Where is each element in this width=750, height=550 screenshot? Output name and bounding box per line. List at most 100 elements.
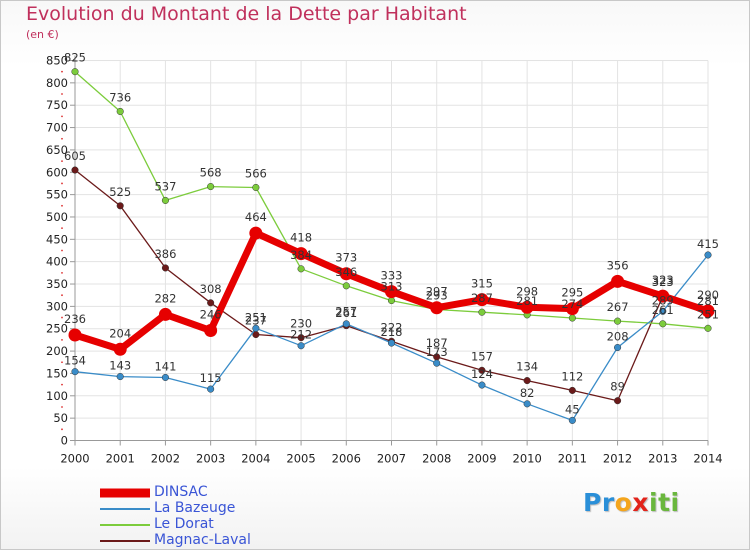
data-label-dinsac: 298	[516, 284, 538, 298]
y-tick-label: 650	[46, 143, 68, 157]
data-point-la-bazeuge	[207, 385, 215, 393]
y-tick-label: 600	[46, 165, 68, 179]
data-point-magnac-laval	[568, 386, 576, 394]
data-label-le-dorat: 251	[697, 307, 719, 321]
data-label-la-bazeuge: 124	[471, 367, 493, 381]
data-label-le-dorat: 825	[64, 51, 86, 65]
x-tick-label: 2004	[241, 452, 270, 466]
y-axis-marker	[61, 93, 63, 95]
y-tick-label: 450	[46, 232, 68, 246]
data-label-la-bazeuge: 82	[520, 386, 535, 400]
data-label-magnac-laval: 230	[290, 317, 312, 331]
data-point-dinsac	[565, 302, 579, 316]
data-label-le-dorat: 384	[290, 248, 312, 262]
data-label-le-dorat: 281	[516, 294, 538, 308]
data-label-magnac-laval: 323	[652, 275, 674, 289]
data-point-le-dorat	[704, 324, 712, 332]
data-point-magnac-laval	[297, 334, 305, 342]
data-point-la-bazeuge	[478, 381, 486, 389]
logo-letter: i	[670, 488, 680, 517]
data-label-magnac-laval: 386	[154, 247, 176, 261]
data-point-dinsac	[701, 304, 715, 318]
logo-letter: o	[614, 488, 633, 517]
data-label-dinsac: 464	[245, 210, 267, 224]
data-point-magnac-laval	[71, 166, 79, 174]
data-label-la-bazeuge: 212	[290, 328, 312, 342]
y-axis-marker	[61, 249, 63, 252]
data-point-la-bazeuge	[704, 251, 712, 259]
y-axis-marker	[61, 383, 63, 386]
x-tick-label: 2006	[332, 452, 361, 466]
data-label-dinsac: 204	[109, 326, 131, 340]
y-tick-label: 500	[46, 210, 68, 224]
data-label-dinsac: 290	[697, 288, 719, 302]
y-tick-label: 850	[46, 54, 68, 68]
data-label-la-bazeuge: 289	[652, 293, 674, 307]
data-label-dinsac: 323	[652, 273, 674, 287]
legend-label: Magnac-Laval	[154, 532, 251, 548]
data-point-le-dorat	[252, 183, 260, 192]
legend-label: DINSAC	[154, 484, 208, 500]
x-tick-label: 2010	[513, 452, 542, 466]
data-label-le-dorat: 346	[335, 265, 357, 279]
y-axis-marker	[61, 160, 63, 162]
data-point-la-bazeuge	[523, 400, 531, 408]
data-point-magnac-laval	[614, 397, 622, 405]
y-tick-label: 100	[46, 389, 68, 403]
data-label-magnac-laval: 89	[610, 380, 625, 394]
data-point-dinsac	[294, 247, 308, 261]
data-label-la-bazeuge: 141	[154, 359, 176, 373]
data-point-la-bazeuge	[71, 368, 79, 376]
x-tick-label: 2011	[558, 452, 587, 466]
data-point-dinsac	[204, 324, 218, 338]
x-tick-label: 2002	[151, 452, 180, 466]
y-axis-marker	[61, 361, 63, 364]
data-point-dinsac	[611, 274, 625, 288]
data-point-dinsac	[520, 300, 534, 314]
y-tick-label: 150	[46, 366, 68, 380]
y-tick-label: 200	[46, 344, 68, 358]
data-label-magnac-laval: 157	[471, 349, 493, 363]
logo-letter: t	[658, 488, 671, 517]
logo-letter: x	[632, 488, 649, 517]
legend-swatch	[100, 508, 150, 510]
data-point-le-dorat	[568, 314, 576, 322]
data-label-le-dorat: 568	[200, 166, 222, 180]
logo-letter: P	[583, 488, 602, 517]
y-axis-marker	[61, 339, 63, 341]
data-point-la-bazeuge	[433, 359, 441, 367]
y-axis-marker	[61, 227, 63, 230]
data-label-le-dorat: 537	[154, 179, 176, 193]
y-tick-label: 350	[46, 277, 68, 291]
y-tick-label: 750	[46, 98, 68, 112]
legend-swatch	[100, 540, 150, 542]
data-point-dinsac	[158, 307, 172, 321]
data-label-magnac-laval: 257	[335, 305, 357, 319]
data-point-magnac-laval	[116, 202, 124, 210]
data-point-le-dorat	[342, 282, 350, 290]
data-labels: 605 525 386 308 237 230 257 222 187 157 134 112 89 32…	[64, 51, 719, 417]
data-point-la-bazeuge	[387, 339, 396, 347]
data-point-dinsac	[68, 328, 82, 342]
data-point-la-bazeuge	[614, 343, 622, 352]
x-tick-label: 2013	[648, 452, 677, 466]
y-tick-label: 0	[61, 434, 68, 448]
data-point-magnac-laval	[478, 366, 486, 374]
data-label-magnac-laval: 281	[697, 294, 719, 308]
y-axis-marker	[61, 182, 63, 185]
data-label-dinsac: 418	[290, 231, 312, 245]
grid	[74, 60, 709, 441]
data-point-magnac-laval	[523, 377, 531, 385]
data-label-la-bazeuge: 261	[335, 306, 357, 320]
data-point-dinsac	[339, 267, 353, 281]
data-point-la-bazeuge	[161, 373, 169, 382]
data-point-la-bazeuge	[297, 342, 305, 350]
data-point-le-dorat	[161, 196, 169, 204]
data-label-magnac-laval: 112	[561, 369, 583, 383]
data-point-la-bazeuge	[659, 307, 667, 315]
data-point-le-dorat	[478, 308, 486, 316]
data-point-le-dorat	[207, 183, 215, 191]
data-point-dinsac	[430, 301, 444, 315]
